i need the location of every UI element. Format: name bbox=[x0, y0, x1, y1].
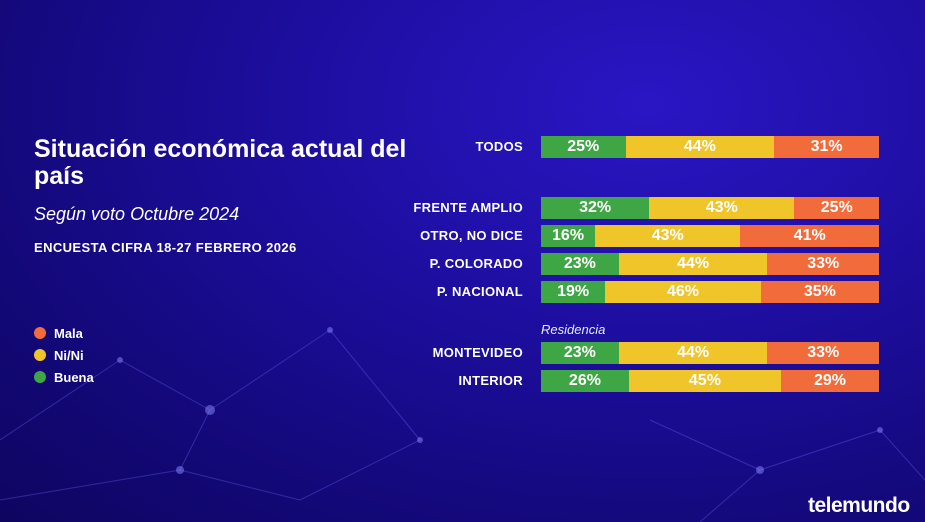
chart-legend: Mala Ni/Ni Buena bbox=[34, 322, 94, 388]
telemundo-logo: telemundo bbox=[808, 494, 910, 517]
row-label-interior: INTERIOR bbox=[458, 373, 523, 388]
bar-segment-nini: 44% bbox=[618, 253, 768, 275]
row-label-otro-no-dice: OTRO, NO DICE bbox=[420, 228, 523, 243]
bar-segment-nini: 43% bbox=[649, 197, 795, 219]
bar-segment-mala: 33% bbox=[767, 342, 879, 364]
legend-label-buena: Buena bbox=[54, 369, 94, 385]
bar-segment-buena: 26% bbox=[541, 370, 629, 392]
bar-segment-buena: 32% bbox=[541, 197, 650, 219]
bar-segment-nini: 43% bbox=[595, 225, 741, 247]
legend-label-mala: Mala bbox=[54, 325, 83, 341]
page-subtitle: Según voto Octubre 2024 bbox=[34, 204, 240, 224]
bar-segment-nini: 45% bbox=[628, 370, 781, 392]
bar-segment-buena: 23% bbox=[541, 342, 619, 364]
legend-item-mala: Mala bbox=[34, 322, 94, 344]
bar-montevideo: 23% 44% 33% bbox=[541, 342, 879, 364]
bar-segment-mala: 41% bbox=[740, 225, 879, 247]
row-label-p-nacional: P. NACIONAL bbox=[436, 284, 523, 299]
bar-todos: 25% 44% 31% bbox=[541, 136, 879, 158]
legend-label-nini: Ni/Ni bbox=[54, 347, 84, 363]
legend-item-nini: Ni/Ni bbox=[34, 344, 94, 366]
bar-otro-no-dice: 16% 43% 41% bbox=[541, 225, 879, 247]
bar-segment-nini: 44% bbox=[625, 136, 775, 158]
bar-segment-nini: 44% bbox=[618, 342, 768, 364]
page-title: Situación económica actual del país bbox=[34, 135, 407, 190]
bar-segment-mala: 35% bbox=[760, 281, 879, 303]
row-label-frente-amplio: FRENTE AMPLIO bbox=[413, 200, 523, 215]
bar-p-nacional: 19% 46% 35% bbox=[541, 281, 879, 303]
bar-segment-buena: 23% bbox=[541, 253, 619, 275]
bar-segment-nini: 46% bbox=[605, 281, 761, 303]
bar-frente-amplio: 32% 43% 25% bbox=[541, 197, 879, 219]
row-label-todos: TODOS bbox=[475, 139, 523, 154]
legend-dot-mala bbox=[34, 327, 46, 339]
legend-item-buena: Buena bbox=[34, 366, 94, 388]
bar-p-colorado: 23% 44% 33% bbox=[541, 253, 879, 275]
bar-segment-buena: 16% bbox=[541, 225, 596, 247]
bar-interior: 26% 45% 29% bbox=[541, 370, 879, 392]
legend-dot-buena bbox=[34, 371, 46, 383]
bar-segment-buena: 19% bbox=[541, 281, 606, 303]
bar-segment-mala: 31% bbox=[774, 136, 879, 158]
bar-segment-buena: 25% bbox=[541, 136, 626, 158]
section-label-residencia: Residencia bbox=[541, 322, 606, 337]
survey-source: ENCUESTA CIFRA 18-27 FEBRERO 2026 bbox=[34, 240, 297, 255]
row-label-montevideo: MONTEVIDEO bbox=[432, 345, 523, 360]
bar-segment-mala: 33% bbox=[767, 253, 879, 275]
bar-segment-mala: 29% bbox=[780, 370, 879, 392]
row-label-p-colorado: P. COLORADO bbox=[429, 256, 523, 271]
legend-dot-nini bbox=[34, 349, 46, 361]
bar-segment-mala: 25% bbox=[794, 197, 879, 219]
